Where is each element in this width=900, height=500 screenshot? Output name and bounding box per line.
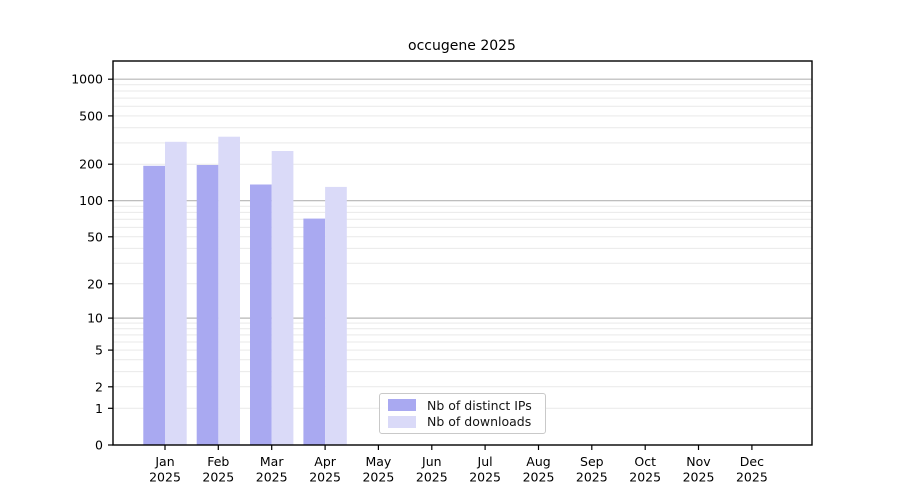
x-tick-year: 2025 [202,470,234,485]
series-1 [165,136,347,446]
x-tick-month: Sep [580,454,604,469]
x-tick-month: Dec [740,454,764,469]
bar [325,186,347,445]
downloads-label: Nb of downloads [427,414,532,430]
x-tick-year: 2025 [416,470,448,485]
y-tick-label: 200 [79,157,103,172]
y-tick-label: 1000 [71,72,103,87]
x-tick-month: Apr [314,454,336,469]
x-tick-year: 2025 [469,470,501,485]
distinct-ips-swatch [388,398,416,412]
legend: Nb of distinct IPs Nb of downloads [379,393,546,434]
x-tick-year: 2025 [149,470,181,485]
x-tick-month: May [365,454,391,469]
bar [218,136,240,445]
x-tick-month: Aug [526,454,550,469]
y-tick-label: 1 [95,401,103,416]
bar [196,165,219,445]
x-tick-month: Jan [154,454,174,469]
distinct-ips-label: Nb of distinct IPs [427,397,532,413]
y-tick-label: 5 [95,343,103,358]
x-tick-year: 2025 [736,470,768,485]
y-tick-label: 100 [79,193,103,208]
bar [303,218,326,445]
y-tick-label: 50 [87,229,103,244]
x-tick-month: Mar [260,454,284,469]
bar [165,141,187,446]
x-tick-year: 2025 [256,470,288,485]
x-tick-month: Oct [634,454,656,469]
bar [250,184,272,445]
x-tick-month: Jun [421,454,442,469]
x-tick-year: 2025 [362,470,394,485]
series-0 [143,165,326,446]
x-tick-year: 2025 [523,470,555,485]
x-tick-year: 2025 [629,470,661,485]
chart-title: occugene 2025 [408,38,516,54]
x-tick-year: 2025 [683,470,715,485]
x-tick-year: 2025 [309,470,341,485]
plot-border [112,60,813,446]
x-tick-month: Jul [477,454,493,469]
bar [271,151,294,445]
x-tick-month: Feb [207,454,229,469]
y-tick-label: 500 [79,108,103,123]
legend-item-distinct-ips: Nb of distinct IPs [388,398,537,413]
y-tick-label: 20 [87,276,103,291]
y-tick-label: 0 [95,438,103,453]
bar [143,165,165,446]
legend-item-downloads: Nb of downloads [388,414,537,429]
y-tick-label: 2 [95,379,103,394]
downloads-swatch [388,415,416,429]
y-tick-label: 10 [87,311,103,326]
x-tick-month: Nov [686,454,711,469]
x-tick-year: 2025 [576,470,608,485]
